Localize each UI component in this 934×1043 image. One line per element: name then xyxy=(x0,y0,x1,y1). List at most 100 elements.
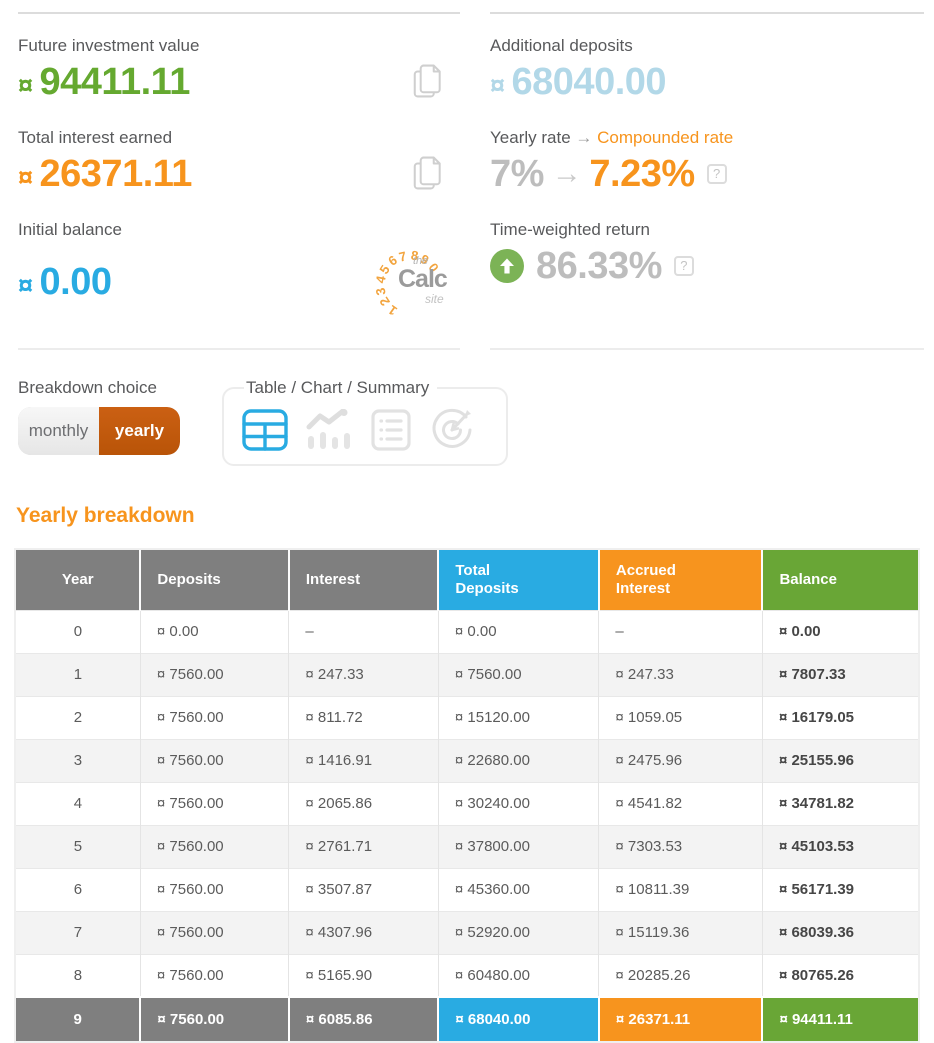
table-cell: ¤ 68039.36 xyxy=(761,910,918,954)
table-cell: ¤ 52920.00 xyxy=(437,910,599,954)
header-balance: Balance xyxy=(761,550,918,610)
breakdown-choice: Breakdown choice monthly yearly xyxy=(18,378,222,455)
table-cell: ¤ 2065.86 xyxy=(288,781,439,825)
table-cell: ¤ 7807.33 xyxy=(761,652,918,696)
logo-the: the xyxy=(413,255,429,267)
table-cell: ¤ 20285.26 xyxy=(598,953,763,997)
table-row: 3 ¤ 7560.00 ¤ 1416.91 ¤ 22680.00 ¤ 2475.96 ¤ … xyxy=(16,738,918,782)
table-cell: ¤ 7560.00 xyxy=(139,996,289,1041)
table-cell: 4 xyxy=(16,781,141,825)
table-cell: ¤ 45103.53 xyxy=(761,824,918,868)
table-cell: – xyxy=(288,609,439,653)
table-cell: ¤ 2761.71 xyxy=(288,824,439,868)
table-cell: 2 xyxy=(16,695,141,739)
logo-digit: 3 xyxy=(372,286,389,297)
table-cell: ¤ 15120.00 xyxy=(437,695,599,739)
table-cell: ¤ 37800.00 xyxy=(437,824,599,868)
table-cell: 1 xyxy=(16,652,141,696)
results-right-column: Additional deposits ¤ 68040.00 Yearly rat… xyxy=(490,12,924,350)
chart-icon xyxy=(306,408,350,449)
table-cell: 5 xyxy=(16,824,141,868)
initial-balance-number: 0.00 xyxy=(39,260,112,303)
header-total-deposits: Total Deposits xyxy=(437,550,599,610)
table-cell: ¤ 56171.39 xyxy=(761,867,918,911)
table-cell: 9 xyxy=(16,996,141,1041)
results-left-column: Future investment value ¤ 94411.11 Total … xyxy=(18,12,460,350)
breakdown-table: Year Deposits Interest Total Deposits Ac… xyxy=(16,550,918,1041)
logo-digit: 1 xyxy=(385,301,400,319)
view-switcher: Table / Chart / Summary xyxy=(222,378,508,466)
table-row: 1 ¤ 7560.00 ¤ 247.33 ¤ 7560.00 ¤ 247.33 ¤ 780… xyxy=(16,652,918,696)
table-cell: ¤ 7560.00 xyxy=(139,652,289,696)
stat-total-interest: Total interest earned ¤ 26371.11 xyxy=(18,128,460,198)
rate-label-left: Yearly rate xyxy=(490,128,571,147)
currency-sign: ¤ xyxy=(18,161,33,192)
stat-label: Time-weighted return xyxy=(490,220,650,239)
target-icon xyxy=(432,408,472,448)
toggle-yearly-option[interactable]: yearly xyxy=(99,407,180,455)
table-row: 7 ¤ 7560.00 ¤ 4307.96 ¤ 52920.00 ¤ 15119.36 ¤… xyxy=(16,910,918,954)
table-cell: – xyxy=(598,609,763,653)
table-cell: ¤ 247.33 xyxy=(288,652,439,696)
summary-view-button[interactable] xyxy=(370,409,412,451)
logo-digit: 4 xyxy=(372,274,389,285)
table-row: 9 ¤ 7560.00 ¤ 6085.86 ¤ 68040.00 ¤ 26371.11 ¤… xyxy=(16,996,918,1041)
table-cell: ¤ 4307.96 xyxy=(288,910,439,954)
table-cell: ¤ 247.33 xyxy=(598,652,763,696)
table-cell: ¤ 6085.86 xyxy=(287,996,439,1041)
table-cell: ¤ 10811.39 xyxy=(598,867,763,911)
chart-view-button[interactable] xyxy=(305,408,353,451)
yearly-rate-value: 7% xyxy=(490,152,544,195)
table-cell: ¤ 7560.00 xyxy=(139,738,289,782)
table-cell: 8 xyxy=(16,953,141,997)
currency-sign: ¤ xyxy=(490,69,505,100)
header-deposits: Deposits xyxy=(139,550,289,610)
table-row: 4 ¤ 7560.00 ¤ 2065.86 ¤ 30240.00 ¤ 4541.82 ¤ … xyxy=(16,781,918,825)
table-cell: ¤ 0.00 xyxy=(437,609,599,653)
future-value-number: 94411.11 xyxy=(39,60,191,103)
compounded-rate-value: 7.23% xyxy=(589,152,695,195)
logo-calc: Calc xyxy=(398,265,448,293)
help-icon[interactable]: ? xyxy=(673,256,694,276)
breakdown-table-body: 0 ¤ 0.00– ¤ 0.00– ¤ 0.00 1 ¤ 7560.00 ¤ 247.33 ¤… xyxy=(16,609,918,1041)
copy-total-interest-button[interactable] xyxy=(412,154,446,195)
table-cell: ¤ 7560.00 xyxy=(437,652,599,696)
table-row: 5 ¤ 7560.00 ¤ 2761.71 ¤ 37800.00 ¤ 7303.53 ¤ … xyxy=(16,824,918,868)
up-arrow-icon xyxy=(500,258,514,274)
table-cell: ¤ 80765.26 xyxy=(761,953,918,997)
table-cell: ¤ 811.72 xyxy=(288,695,439,739)
table-cell: ¤ 34781.82 xyxy=(761,781,918,825)
table-cell: ¤ 15119.36 xyxy=(598,910,763,954)
currency-sign: ¤ xyxy=(18,69,33,100)
stat-label: Initial balance xyxy=(18,220,122,239)
additional-deposits-amount: ¤ 68040.00 xyxy=(490,61,667,104)
table-view-button[interactable] xyxy=(242,409,288,451)
goal-view-button[interactable] xyxy=(429,408,475,452)
table-cell: ¤ 60480.00 xyxy=(437,953,599,997)
currency-sign: ¤ xyxy=(18,269,33,300)
toggle-monthly-option[interactable]: monthly xyxy=(18,407,99,455)
table-cell: ¤ 2475.96 xyxy=(598,738,763,782)
table-title: Yearly breakdown xyxy=(16,504,195,527)
logo-digit: 7 xyxy=(397,248,409,265)
right-arrow-icon: → xyxy=(575,128,593,147)
help-icon[interactable]: ? xyxy=(706,164,727,184)
table-cell: ¤ 7560.00 xyxy=(139,867,289,911)
table-cell: ¤ 16179.05 xyxy=(761,695,918,739)
breakdown-toggle: monthly yearly xyxy=(18,407,180,455)
header-year: Year xyxy=(16,550,141,610)
table-cell: ¤ 30240.00 xyxy=(437,781,599,825)
rate-label-right: Compounded rate xyxy=(597,128,734,147)
copy-future-value-button[interactable] xyxy=(412,62,446,103)
stat-time-weighted-return: Time-weighted return 86.33% ? xyxy=(490,220,924,290)
results-panel: Future investment value ¤ 94411.11 Total … xyxy=(18,12,924,350)
table-row: 2 ¤ 7560.00 ¤ 811.72 ¤ 15120.00 ¤ 1059.05 ¤ 1… xyxy=(16,695,918,739)
table-cell: ¤ 3507.87 xyxy=(288,867,439,911)
table-cell: ¤ 7560.00 xyxy=(139,953,289,997)
table-cell: ¤ 68040.00 xyxy=(437,996,599,1041)
table-cell: ¤ 22680.00 xyxy=(437,738,599,782)
initial-balance-amount: ¤ 0.00 xyxy=(18,261,112,304)
up-arrow-circle-icon xyxy=(490,249,524,283)
table-cell: ¤ 94411.11 xyxy=(761,996,918,1041)
